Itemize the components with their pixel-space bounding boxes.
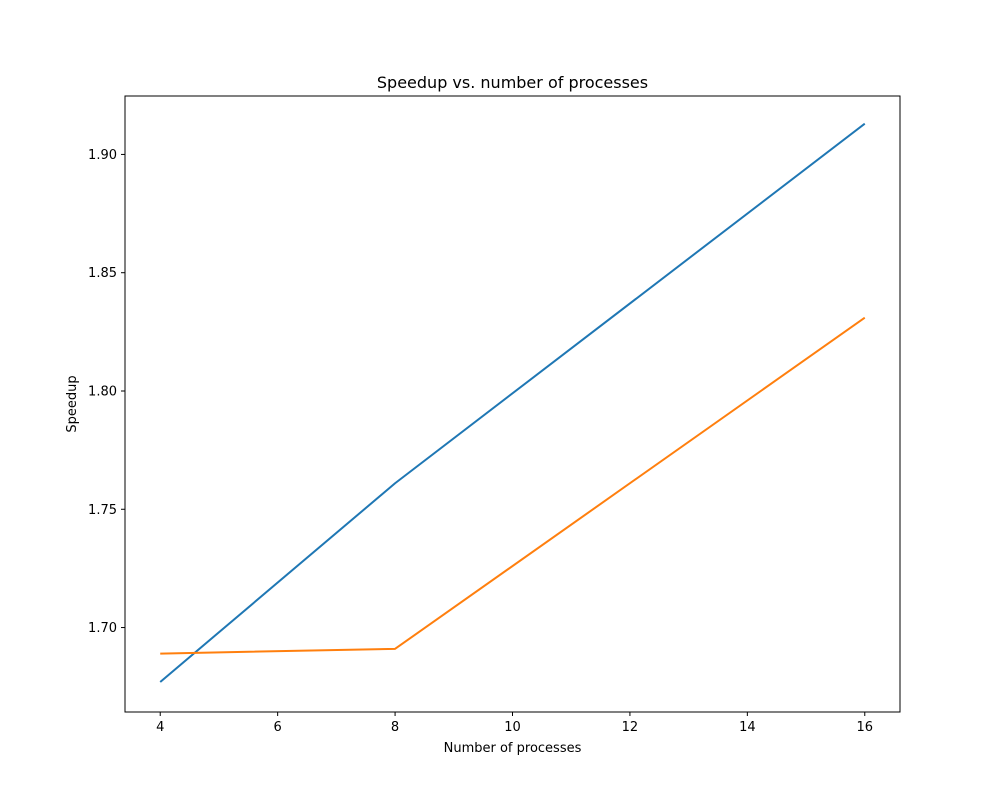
y-axis-ticks: 1.70 1.75 1.80 1.85 1.90: [88, 148, 125, 636]
x-tick-label: 16: [856, 720, 873, 735]
y-tick-label: 1.75: [88, 503, 117, 518]
series-line-1: [159, 122, 866, 683]
x-axis-label: Number of processes: [444, 741, 582, 756]
x-tick-label: 8: [391, 720, 399, 735]
x-tick-label: 14: [739, 720, 756, 735]
chart-title: Speedup vs. number of processes: [377, 73, 648, 92]
y-tick-label: 1.80: [88, 384, 117, 399]
x-tick-label: 10: [504, 720, 521, 735]
y-tick-label: 1.85: [88, 266, 117, 281]
y-tick-label: 1.90: [88, 148, 117, 163]
x-tick-label: 6: [274, 720, 282, 735]
series-layer: [159, 122, 866, 683]
y-tick-label: 1.70: [88, 621, 117, 636]
plot-frame: [124, 95, 901, 713]
x-axis-ticks: 4 6 8 10 12 14 16: [156, 712, 873, 735]
y-axis-label: Speedup: [65, 375, 80, 432]
x-tick-label: 12: [622, 720, 639, 735]
series-line-2: [160, 316, 866, 655]
x-tick-label: 4: [156, 720, 164, 735]
